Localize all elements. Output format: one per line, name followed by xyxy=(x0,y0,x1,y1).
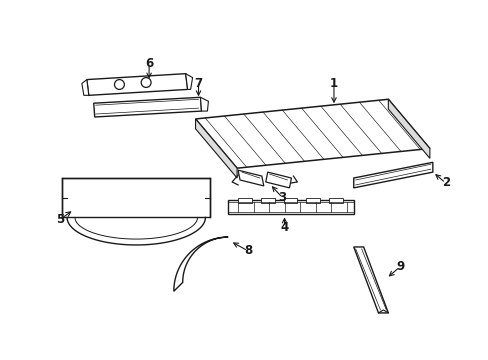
Polygon shape xyxy=(238,198,251,203)
Polygon shape xyxy=(328,198,342,203)
Polygon shape xyxy=(173,237,228,291)
Polygon shape xyxy=(200,97,208,111)
Polygon shape xyxy=(94,97,201,117)
Polygon shape xyxy=(62,178,210,217)
Polygon shape xyxy=(305,198,320,203)
Polygon shape xyxy=(265,172,291,188)
Polygon shape xyxy=(283,198,297,203)
Polygon shape xyxy=(195,99,429,168)
Text: 3: 3 xyxy=(278,191,286,204)
Text: 4: 4 xyxy=(280,221,288,234)
Polygon shape xyxy=(185,74,192,89)
Polygon shape xyxy=(238,170,263,186)
Polygon shape xyxy=(228,200,353,215)
Polygon shape xyxy=(387,99,429,158)
Polygon shape xyxy=(353,162,432,188)
Text: 2: 2 xyxy=(441,176,449,189)
Text: 9: 9 xyxy=(395,260,404,273)
Polygon shape xyxy=(353,247,387,313)
Text: 5: 5 xyxy=(56,213,64,226)
Text: 8: 8 xyxy=(244,244,252,257)
Polygon shape xyxy=(87,74,187,95)
Text: 1: 1 xyxy=(329,77,337,90)
Polygon shape xyxy=(195,119,237,178)
Polygon shape xyxy=(81,80,89,95)
Text: 6: 6 xyxy=(144,57,153,70)
Text: 7: 7 xyxy=(194,77,202,90)
Polygon shape xyxy=(260,198,274,203)
